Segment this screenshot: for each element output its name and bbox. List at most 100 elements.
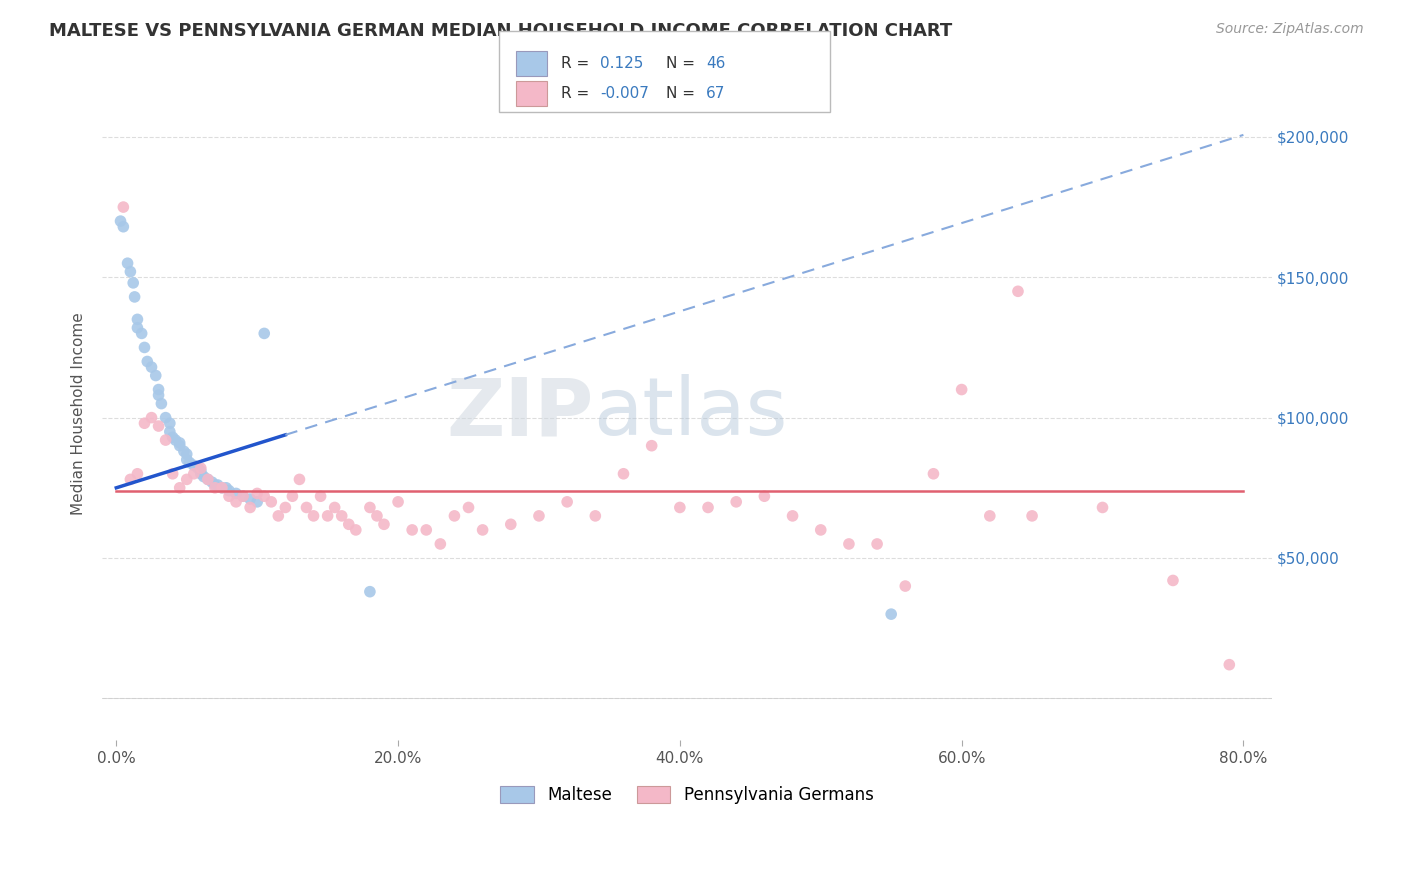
Point [429, 537, 451, 551]
Text: N =: N = [666, 56, 696, 70]
Point [253, 326, 276, 341]
Point [183, 467, 205, 481]
Point [197, 472, 219, 486]
Point [246, 495, 269, 509]
Point [183, 458, 205, 473]
Point [110, 214, 132, 228]
Point [165, 433, 187, 447]
Point [127, 320, 149, 334]
Point [155, 433, 177, 447]
Text: N =: N = [666, 87, 696, 102]
Point [201, 475, 224, 490]
Point [218, 483, 240, 498]
Point [141, 360, 163, 375]
Point [148, 383, 170, 397]
Point [162, 467, 184, 481]
Point [527, 508, 550, 523]
Point [176, 447, 198, 461]
Point [866, 537, 889, 551]
Point [211, 481, 233, 495]
Point [1007, 285, 1029, 299]
Point [359, 584, 381, 599]
Point [232, 489, 254, 503]
Legend: Maltese, Pennsylvania Germans: Maltese, Pennsylvania Germans [494, 779, 880, 811]
Point [880, 607, 903, 621]
Point [176, 472, 198, 486]
Point [141, 410, 163, 425]
Point [295, 500, 318, 515]
Point [190, 467, 212, 481]
Point [782, 508, 804, 523]
Point [612, 467, 634, 481]
Point [323, 500, 346, 515]
Point [950, 383, 973, 397]
Point [232, 489, 254, 503]
Point [136, 354, 159, 368]
Point [1161, 574, 1184, 588]
Text: 67: 67 [706, 87, 725, 102]
Point [239, 500, 262, 515]
Point [260, 495, 283, 509]
Point [471, 523, 494, 537]
Point [387, 495, 409, 509]
Point [274, 500, 297, 515]
Point [131, 326, 153, 341]
Point [979, 508, 1001, 523]
Point [253, 489, 276, 503]
Point [169, 439, 191, 453]
Point [373, 517, 395, 532]
Point [145, 368, 167, 383]
Point [218, 489, 240, 503]
Point [169, 481, 191, 495]
Point [120, 265, 142, 279]
Point [159, 425, 181, 439]
Point [922, 467, 945, 481]
Point [894, 579, 917, 593]
Point [1091, 500, 1114, 515]
Text: R =: R = [561, 56, 589, 70]
Point [1218, 657, 1240, 672]
Point [302, 508, 325, 523]
Point [754, 489, 776, 503]
Point [193, 469, 215, 483]
Point [127, 467, 149, 481]
Point [187, 461, 209, 475]
Point [211, 481, 233, 495]
Point [288, 472, 311, 486]
Point [134, 341, 156, 355]
Point [669, 500, 692, 515]
Point [190, 461, 212, 475]
Point [555, 495, 578, 509]
Point [179, 456, 201, 470]
Point [148, 388, 170, 402]
Point [159, 416, 181, 430]
Point [215, 481, 238, 495]
Point [443, 508, 465, 523]
Point [344, 523, 367, 537]
Point [148, 419, 170, 434]
Point [127, 312, 149, 326]
Text: MALTESE VS PENNSYLVANIA GERMAN MEDIAN HOUSEHOLD INCOME CORRELATION CHART: MALTESE VS PENNSYLVANIA GERMAN MEDIAN HO… [49, 22, 952, 40]
Point [239, 491, 262, 506]
Point [246, 486, 269, 500]
Point [499, 517, 522, 532]
Text: 0.125: 0.125 [600, 56, 644, 70]
Point [337, 517, 360, 532]
Point [112, 219, 135, 234]
Point [415, 523, 437, 537]
Point [359, 500, 381, 515]
Point [117, 256, 139, 270]
Point [176, 452, 198, 467]
Point [640, 439, 662, 453]
Point [457, 500, 479, 515]
Point [120, 472, 142, 486]
Point [583, 508, 606, 523]
Point [725, 495, 748, 509]
Point [150, 396, 173, 410]
Point [134, 416, 156, 430]
Point [204, 481, 226, 495]
Text: R =: R = [561, 87, 589, 102]
Point [281, 489, 304, 503]
Point [838, 537, 860, 551]
Point [173, 444, 195, 458]
